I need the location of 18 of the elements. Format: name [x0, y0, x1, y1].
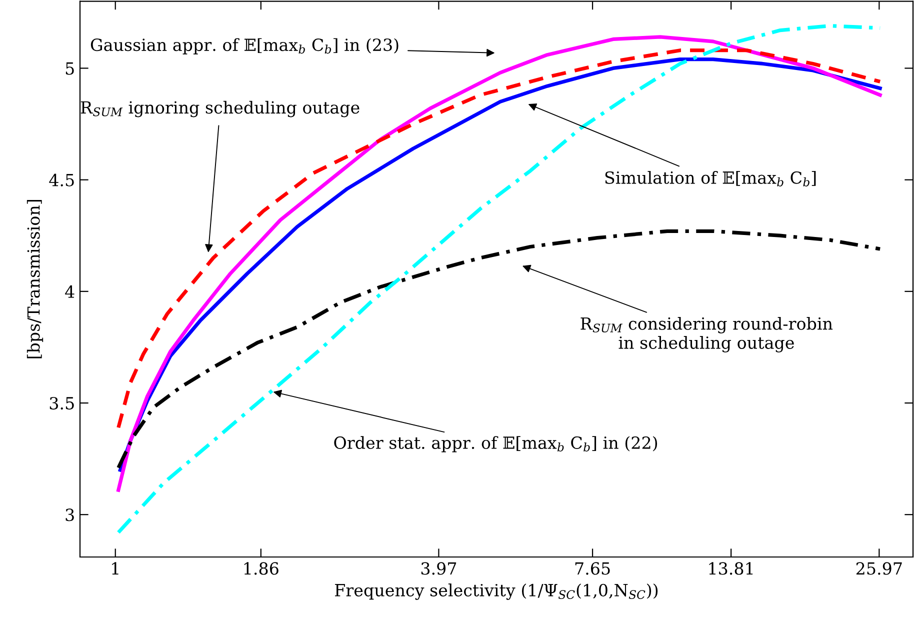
x-tick-label: 13.81 — [709, 562, 753, 575]
y-tick-label: 3.5 — [50, 396, 74, 410]
annotation: R$_{SUM}$ considering round-robin in scheduling outage — [580, 317, 833, 352]
annotation: Simulation of 𝔼[max$_{b}$ C$_{b}$] — [605, 171, 816, 186]
y-tick-label: 5 — [66, 62, 74, 75]
x-tick-label: 3.97 — [421, 562, 456, 575]
annotation: R$_{SUM}$ ignoring scheduling outage — [80, 100, 360, 118]
x-axis-title: Frequency selectivity (1/Ψ$_{SC}$(1,0,N$_{SC}$)) — [335, 584, 658, 600]
y-tick-label: 4.5 — [49, 174, 74, 186]
y-tick-label: 4 — [65, 285, 74, 298]
x-tick-label: 1.86 — [244, 562, 278, 575]
x-tick-label: 1 — [112, 562, 118, 575]
y-tick-label: 3 — [66, 508, 74, 522]
annotation: Gaussian appr. of 𝔼[max$_{b}$ C$_{b}$] in (23) — [90, 38, 398, 54]
x-tick-label: 7.65 — [575, 562, 610, 575]
x-tick-label: 25.97 — [856, 562, 902, 575]
y-axis-title: [bps/Transmission] — [26, 200, 44, 358]
annotation: Order stat. appr. of 𝔼[max$_{b}$ C$_{b}$] in (22) — [334, 436, 658, 452]
